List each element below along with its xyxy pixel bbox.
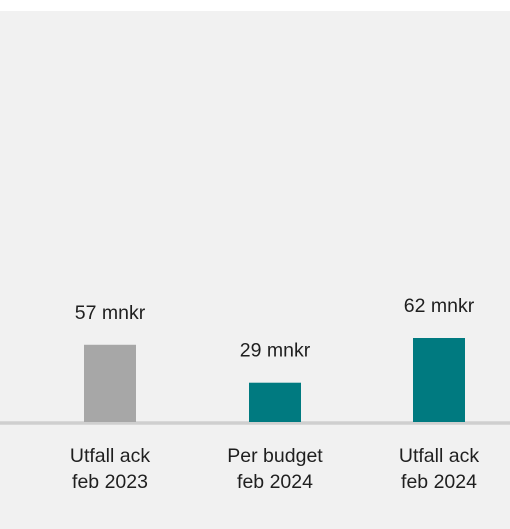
category-label-1-line-1: Utfall ack	[70, 445, 150, 467]
category-label-2-line-2: feb 2024	[237, 471, 313, 493]
bar-1	[84, 344, 136, 422]
value-label-1: 57 mnkr	[75, 302, 146, 324]
bar-2	[249, 382, 301, 422]
category-label-2-line-1: Per budget	[227, 445, 323, 467]
bar-3	[413, 338, 465, 422]
value-label-2: 29 mnkr	[240, 340, 311, 362]
category-label-3-line-2: feb 2024	[401, 471, 477, 493]
value-label-3: 62 mnkr	[404, 295, 475, 317]
chart-panel	[0, 11, 510, 529]
category-label-3-line-1: Utfall ack	[399, 445, 479, 467]
category-label-1-line-2: feb 2023	[72, 471, 148, 493]
